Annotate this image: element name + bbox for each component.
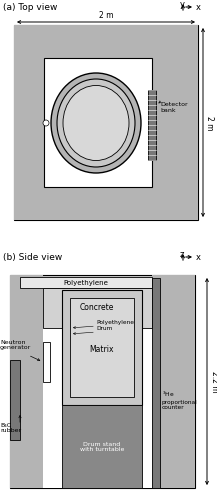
Text: z: z: [180, 250, 184, 259]
Bar: [148, 90, 156, 160]
Ellipse shape: [51, 73, 141, 173]
Bar: [14, 25, 198, 58]
Circle shape: [43, 120, 49, 126]
Bar: [70, 298, 134, 397]
Text: 2 m: 2 m: [205, 116, 214, 130]
Text: Neutron
generator: Neutron generator: [0, 340, 31, 350]
Bar: [10, 360, 20, 440]
Bar: [43, 342, 50, 382]
Text: Drum stand
with turntable: Drum stand with turntable: [80, 442, 124, 452]
Text: 2 m: 2 m: [99, 11, 113, 20]
Bar: [10, 275, 43, 488]
Bar: [152, 278, 160, 488]
Text: Polyethylene: Polyethylene: [64, 280, 108, 286]
Ellipse shape: [63, 86, 129, 160]
Bar: [44, 58, 152, 187]
Bar: [43, 288, 152, 328]
Bar: [14, 25, 198, 220]
Bar: [14, 187, 198, 220]
Text: Detector
bank: Detector bank: [160, 102, 188, 113]
Text: $^3$He
proportional
counter: $^3$He proportional counter: [162, 390, 198, 410]
Text: Polyethylene: Polyethylene: [96, 320, 134, 325]
Text: (b) Side view: (b) Side view: [3, 253, 62, 262]
Bar: [62, 290, 142, 405]
Bar: [148, 58, 198, 187]
Text: B₄C
rubber: B₄C rubber: [0, 422, 21, 434]
Text: Matrix: Matrix: [90, 346, 114, 354]
Text: (a) Top view: (a) Top view: [3, 3, 57, 12]
Text: Concrete: Concrete: [80, 304, 114, 312]
Text: Drum: Drum: [96, 326, 112, 331]
Bar: [20, 277, 152, 288]
Text: y: y: [179, 0, 184, 9]
Text: 2.2 m: 2.2 m: [210, 371, 217, 393]
Bar: [10, 275, 195, 488]
Bar: [14, 58, 44, 187]
Ellipse shape: [57, 79, 135, 167]
Bar: [43, 328, 152, 488]
Bar: [62, 405, 142, 488]
Text: x: x: [196, 4, 201, 13]
Text: x: x: [196, 254, 201, 262]
Bar: [152, 275, 195, 488]
